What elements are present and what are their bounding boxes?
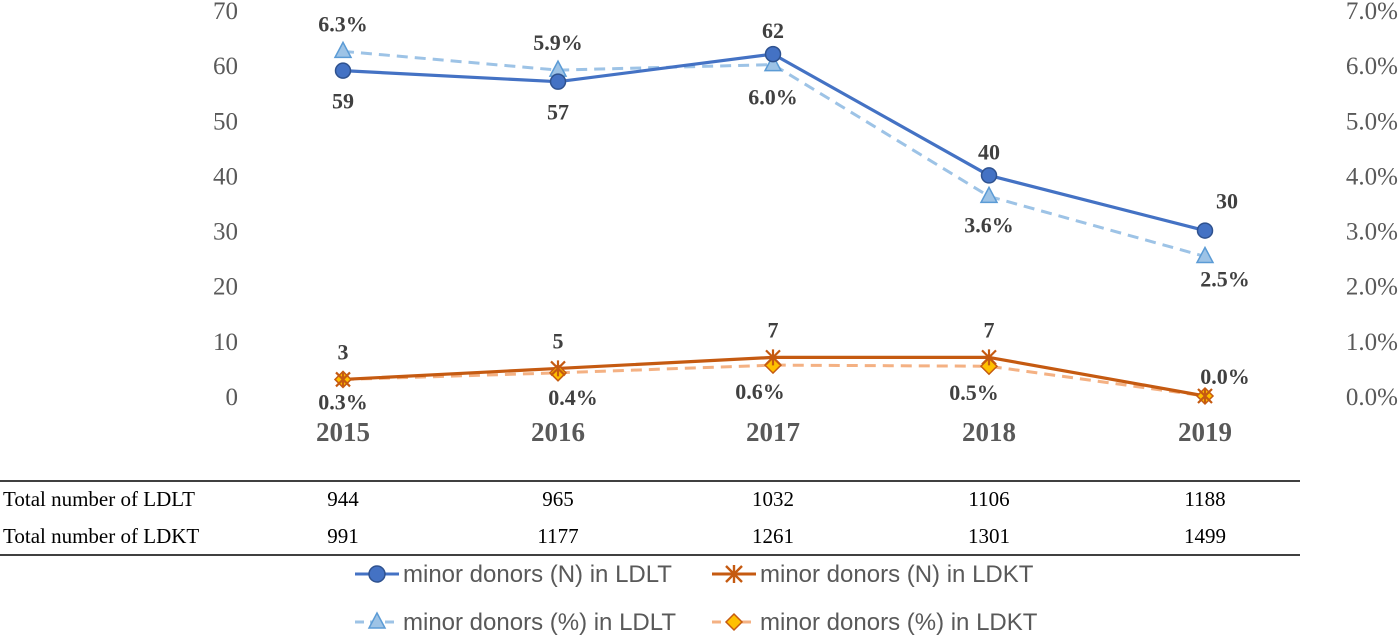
point-marker	[1197, 388, 1213, 404]
right-tick-label: 4.0%	[1346, 163, 1398, 190]
left-tick-label: 60	[213, 53, 238, 80]
legend-label: minor donors (N) in LDLT	[403, 561, 672, 588]
point-marker	[549, 73, 567, 90]
right-axis-ticks: 0.0% 1.0% 2.0% 3.0% 4.0% 5.0% 6.0% 7.0%	[1346, 0, 1398, 411]
data-label: 7	[984, 317, 995, 342]
data-table: Total number of LDLT 944 965 1032 1106 1188 To…	[0, 480, 1300, 556]
right-tick-label: 1.0%	[1346, 329, 1398, 356]
legend-marker	[725, 565, 743, 583]
table-cell: 1032	[752, 487, 794, 511]
table-cell: 1301	[968, 524, 1010, 548]
data-label: 7	[768, 317, 779, 342]
legend-label: minor donors (N) in LDKT	[760, 561, 1034, 588]
point-marker	[980, 167, 998, 184]
data-label: 6.0%	[748, 85, 798, 110]
data-label: 40	[978, 139, 1000, 164]
point-marker	[550, 360, 566, 377]
legend-marker	[724, 612, 744, 632]
data-label: 3.6%	[964, 212, 1014, 237]
point-marker	[765, 349, 781, 366]
table-cell: 1177	[537, 524, 578, 548]
data-label: 2.5%	[1200, 266, 1250, 291]
left-axis-ticks: 0 10 20 30 40 50 60 70	[213, 0, 238, 411]
point-marker	[979, 185, 999, 204]
data-label: 30	[1216, 189, 1238, 214]
table-cell: 991	[327, 524, 359, 548]
legend-label: minor donors (%) in LDKT	[760, 609, 1038, 636]
table-cell: 1261	[752, 524, 794, 548]
point-marker	[333, 40, 353, 59]
data-label: 5	[553, 328, 564, 353]
right-tick-label: 0.0%	[1346, 384, 1398, 411]
x-tick-label: 2017	[746, 417, 800, 447]
table-cell: 965	[542, 487, 574, 511]
x-tick-label: 2015	[316, 417, 370, 447]
data-label: 0.0%	[1200, 364, 1250, 389]
point-marker	[334, 62, 352, 79]
right-tick-label: 5.0%	[1346, 108, 1398, 135]
table-cell: 1188	[1184, 487, 1225, 511]
point-marker	[1195, 245, 1215, 264]
table-cell: 1499	[1184, 524, 1226, 548]
right-tick-label: 7.0%	[1346, 0, 1398, 25]
right-tick-label: 6.0%	[1346, 53, 1398, 80]
left-tick-label: 40	[213, 163, 238, 190]
data-label: 0.6%	[735, 379, 785, 404]
data-label: 6.3%	[318, 11, 368, 36]
data-label: 0.3%	[318, 389, 368, 414]
x-tick-label: 2018	[962, 417, 1016, 447]
point-marker	[764, 45, 782, 63]
table-row-label: Total number of LDKT	[3, 524, 199, 548]
point-marker	[335, 371, 351, 388]
legend: minor donors (N) in LDLT minor donors (N)…	[355, 561, 1038, 636]
series-line	[342, 49, 1206, 258]
table-cell: 944	[327, 487, 359, 511]
left-tick-label: 0	[226, 384, 239, 411]
legend-marker	[367, 611, 387, 629]
data-label: 3	[338, 339, 349, 364]
legend-marker	[368, 565, 386, 583]
table-cell: 1106	[968, 487, 1009, 511]
left-tick-label: 10	[213, 329, 238, 356]
data-label: 0.4%	[548, 385, 598, 410]
series-layer	[333, 40, 1215, 406]
table-row-label: Total number of LDLT	[3, 487, 195, 511]
left-tick-label: 30	[213, 219, 238, 246]
data-label: 59	[332, 89, 354, 114]
series-line	[342, 52, 1206, 233]
right-tick-label: 2.0%	[1346, 274, 1398, 301]
point-marker	[1196, 222, 1214, 239]
data-label: 62	[762, 18, 784, 43]
data-label: 0.5%	[949, 380, 999, 405]
left-tick-label: 20	[213, 274, 238, 301]
x-tick-label: 2016	[531, 417, 585, 447]
left-tick-label: 50	[213, 108, 238, 135]
x-axis-ticks: 2015 2016 2017 2018 2019	[316, 417, 1232, 447]
left-tick-label: 70	[213, 0, 238, 25]
data-label: 57	[547, 100, 569, 125]
legend-label: minor donors (%) in LDLT	[403, 609, 676, 636]
right-tick-label: 3.0%	[1346, 219, 1398, 246]
x-tick-label: 2019	[1178, 417, 1232, 447]
point-marker	[981, 349, 997, 366]
data-label: 5.9%	[533, 30, 583, 55]
point-marker	[763, 53, 783, 72]
